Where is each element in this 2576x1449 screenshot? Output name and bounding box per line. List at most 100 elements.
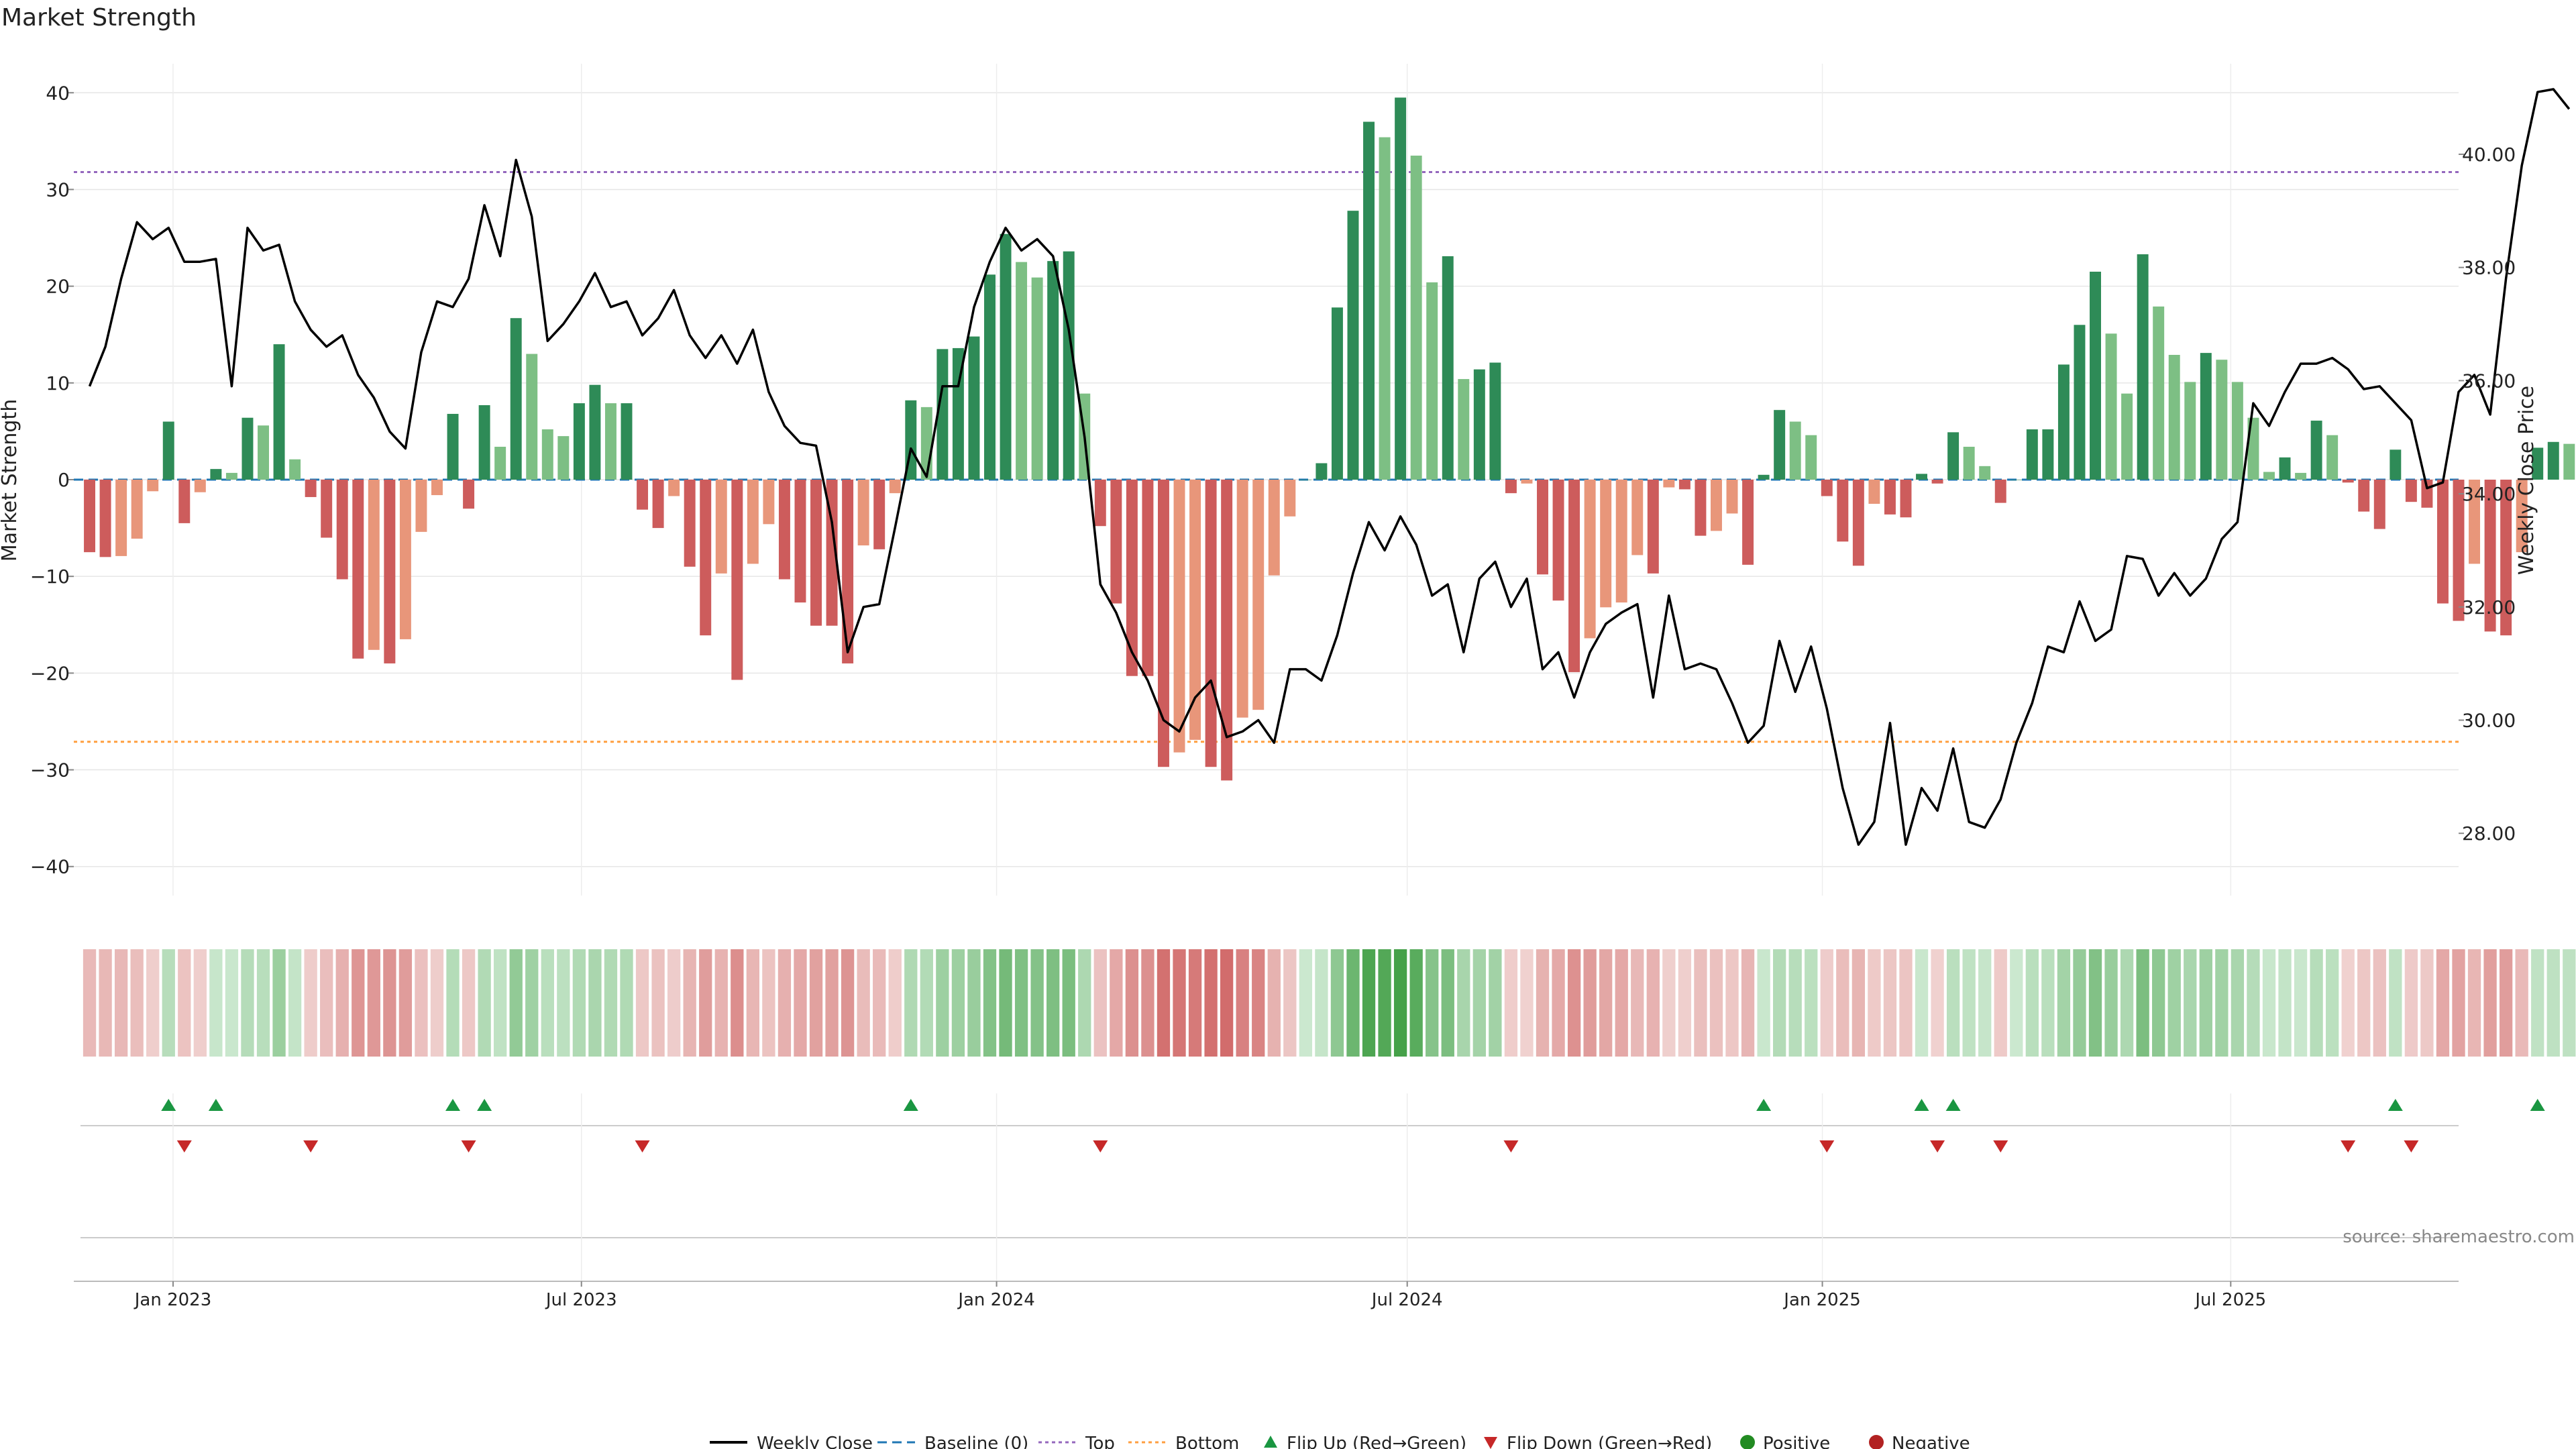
strength-bar <box>1678 480 1690 490</box>
strength-bar <box>2137 254 2149 480</box>
strength-bar <box>1363 121 1375 480</box>
strength-bar <box>84 480 96 553</box>
strength-bar <box>2373 480 2385 529</box>
strength-bar <box>147 480 159 492</box>
heat-cell <box>1520 949 1534 1057</box>
strength-bar <box>1458 379 1470 480</box>
heat-cell <box>1741 949 1755 1057</box>
heat-cell <box>588 949 602 1057</box>
strength-bar <box>2105 333 2117 480</box>
strength-bar <box>352 480 364 659</box>
strength-bar <box>1979 466 1991 480</box>
heat-cell <box>99 949 112 1057</box>
flip-up-marker <box>161 1099 176 1111</box>
strength-bar <box>1063 251 1075 480</box>
y-tick-label: −30 <box>30 759 70 782</box>
heat-cell <box>2341 949 2355 1057</box>
strength-bar <box>1695 480 1707 536</box>
strength-bar <box>1000 233 1012 480</box>
heat-cell <box>1931 949 1944 1057</box>
strength-bar <box>1126 480 1138 676</box>
strength-bar <box>305 480 317 497</box>
heat-cell <box>2073 949 2086 1057</box>
strength-bar <box>2390 449 2402 480</box>
strength-bar <box>2200 353 2212 480</box>
y2-tick-label: 38.00 <box>2462 257 2516 279</box>
legend-flip-down-label: Flip Down (Green→Red) <box>1507 1434 1712 1449</box>
strength-bar <box>2279 457 2291 480</box>
heat-cell <box>1567 949 1581 1057</box>
heat-cell <box>2057 949 2071 1057</box>
heat-cell <box>2310 949 2323 1057</box>
strength-bar <box>99 480 111 557</box>
heat-cell <box>1662 949 1676 1057</box>
strength-bar <box>936 349 949 480</box>
heat-cell <box>1188 949 1202 1057</box>
strength-bar <box>684 480 696 567</box>
heat-cell <box>1757 949 1770 1057</box>
flip-down-marker <box>1093 1140 1108 1152</box>
heat-cell <box>1504 949 1518 1057</box>
strength-bar <box>1316 463 1328 480</box>
price-line-group <box>88 88 2571 846</box>
strength-bar <box>1947 432 1960 480</box>
strength-bar <box>1568 480 1580 672</box>
heat-cell <box>1678 949 1692 1057</box>
heat-cell <box>2515 949 2528 1057</box>
strength-bar <box>573 403 585 480</box>
flip-up-marker <box>1756 1099 1772 1111</box>
heat-cell <box>320 949 333 1057</box>
strength-bar <box>1631 480 1644 555</box>
heat-cell <box>2278 949 2292 1057</box>
flip-up-marker <box>208 1099 223 1111</box>
heat-cell <box>777 949 792 1057</box>
heat-cell <box>1315 949 1328 1057</box>
strength-bar <box>668 480 680 496</box>
strength-bar <box>2484 480 2496 632</box>
heat-cell <box>1962 949 1976 1057</box>
heat-cell <box>335 949 349 1057</box>
flip-down-marker <box>1993 1140 2008 1152</box>
strength-bar <box>1410 155 1422 480</box>
heat-cell <box>1409 949 1423 1057</box>
x-axis: Jan 2023 Jul 2023 Jan 2024 Jul 2024 Jan 2025… <box>74 1281 2459 1310</box>
y-tick-label: −20 <box>30 662 70 684</box>
strength-bar <box>1521 480 1533 484</box>
legend-negative-marker <box>1869 1435 1884 1449</box>
strength-bar <box>952 347 964 480</box>
strength-bar <box>162 421 174 480</box>
strength-bar <box>557 436 570 480</box>
y-axis-label: Market Strength <box>0 399 21 561</box>
heat-cell <box>2404 949 2418 1057</box>
heat-cell <box>1552 949 1565 1057</box>
heat-cell <box>1426 949 1439 1057</box>
strength-bar <box>1615 480 1627 603</box>
strength-bar <box>1711 480 1722 531</box>
heat-cell <box>1252 949 1265 1057</box>
flip-down-marker <box>1819 1140 1835 1152</box>
strength-bar <box>478 405 490 480</box>
heat-cell <box>1915 949 1929 1057</box>
strength-bar <box>1157 480 1169 767</box>
heat-cell <box>1536 949 1550 1057</box>
heat-cell <box>2262 949 2276 1057</box>
strength-bar <box>1031 277 1043 480</box>
x-tick-label: Jan 2024 <box>957 1290 1035 1310</box>
strength-bar <box>1016 262 1028 480</box>
heat-cell <box>1046 949 1060 1057</box>
heat-cell <box>2215 949 2229 1057</box>
heat-cell <box>1157 949 1171 1057</box>
heat-cell <box>1820 949 1833 1057</box>
y2-tick-label: 32.00 <box>2462 596 2516 619</box>
heat-cell <box>1346 949 1360 1057</box>
heat-cell <box>2563 949 2576 1057</box>
heat-cell <box>415 949 428 1057</box>
strength-bar <box>589 384 601 480</box>
strength-bar <box>1110 480 1122 604</box>
y2-tick-label: 28.00 <box>2462 822 2516 845</box>
heat-cell <box>1851 949 1866 1057</box>
heat-cell <box>1788 949 1802 1057</box>
strength-bar <box>431 480 443 496</box>
strength-bar <box>1789 421 1801 480</box>
legend-flip-up-label: Flip Up (Red→Green) <box>1287 1434 1466 1449</box>
